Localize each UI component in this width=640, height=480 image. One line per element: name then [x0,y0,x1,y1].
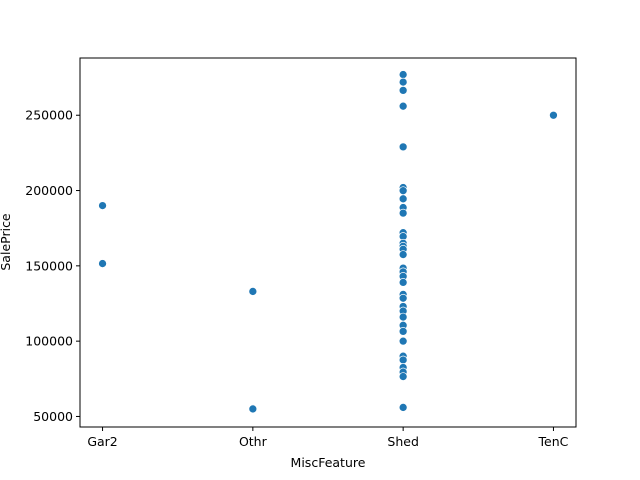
data-point [398,312,408,322]
y-tick-label: 250000 [25,108,73,123]
x-tick-label: Shed [387,434,418,449]
x-tick-label: Othr [239,434,268,449]
data-point [398,278,408,287]
y-tick-label: 200000 [25,183,73,198]
y-axis-ticks: 50000 100000 150000 200000 250000 [25,108,80,424]
data-point [398,336,408,346]
y-tick-label: 150000 [25,258,73,273]
data-point [248,404,258,414]
data-point [398,250,408,259]
data-point [398,372,408,381]
data-point [248,287,258,296]
y-tick-label: 100000 [25,334,73,349]
x-tick-label: Gar2 [87,434,117,449]
data-point [398,101,408,111]
data-point [98,201,107,210]
data-point [398,77,408,87]
data-point [398,327,408,336]
x-axis-label: MiscFeature [291,455,366,470]
data-point [398,208,408,218]
data-point [549,110,558,120]
x-tick-label: TenC [538,434,569,449]
data-point [398,70,408,79]
y-axis-label: SalePrice [0,213,13,271]
data-point [398,293,408,303]
data-points [98,70,558,414]
data-point [398,403,408,412]
data-point [398,186,408,196]
data-point [398,142,408,152]
x-axis-ticks: Gar2 Othr Shed TenC [87,427,569,449]
data-point [98,259,107,268]
data-point [398,194,408,204]
data-point [398,355,408,365]
y-tick-label: 50000 [33,409,73,424]
data-point [398,86,408,95]
plot-frame [79,57,577,428]
